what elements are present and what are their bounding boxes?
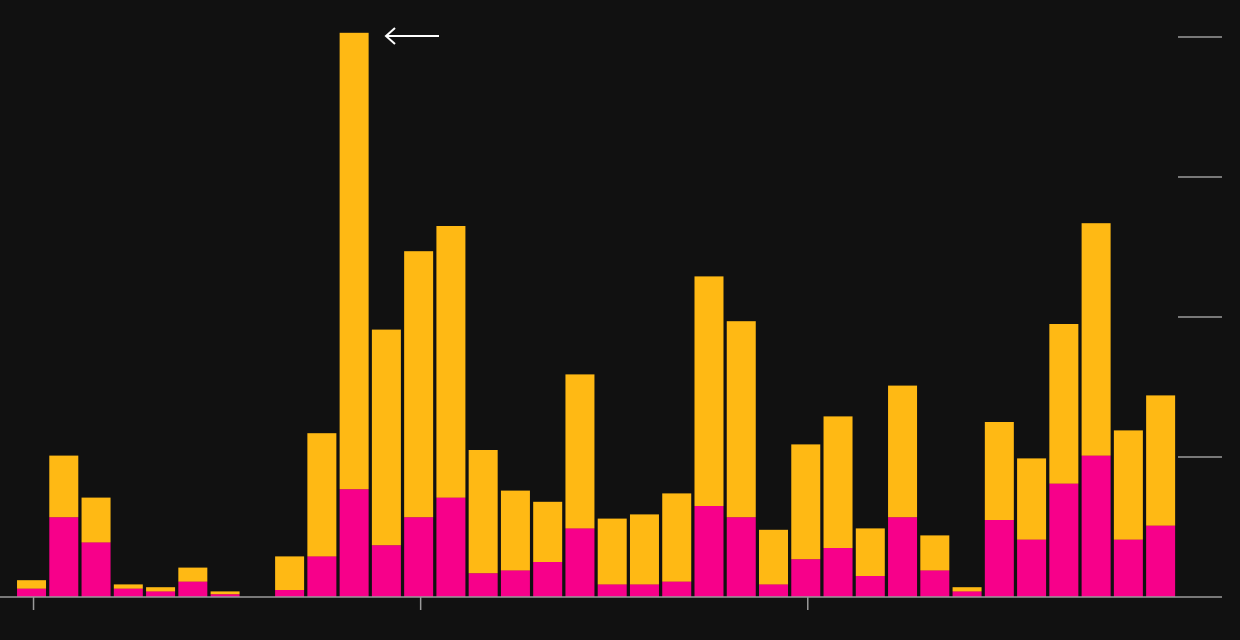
bar-segment: [694, 276, 724, 506]
bar-segment: [468, 450, 498, 574]
bar-segment: [952, 591, 982, 597]
bar-segment: [436, 497, 466, 597]
bar-segment: [1049, 324, 1079, 484]
bar-segment: [500, 490, 530, 571]
bar-segment: [210, 594, 240, 597]
bar-segment: [694, 506, 724, 597]
bar-segment: [662, 581, 692, 597]
bar-segment: [920, 570, 950, 597]
bar-segment: [1017, 458, 1047, 540]
bar-segment: [597, 584, 627, 597]
bar-segment: [146, 587, 176, 592]
bar-segment: [855, 528, 885, 576]
bar-segment: [339, 489, 369, 597]
bar-segment: [759, 584, 789, 597]
bar-segment: [275, 556, 305, 590]
bar-segment: [1017, 539, 1047, 597]
bar-segment: [726, 321, 756, 518]
bar-segment: [888, 385, 918, 518]
bar-segment: [984, 422, 1014, 520]
bar-segment: [1081, 455, 1111, 597]
bar-segment: [339, 32, 369, 490]
bar-segment: [1049, 483, 1079, 597]
bar-segment: [597, 518, 627, 585]
bar-segment: [984, 520, 1014, 597]
bar-segment: [1113, 539, 1143, 597]
bar-segment: [178, 581, 208, 597]
bar-segment: [629, 584, 659, 597]
bar-segment: [371, 545, 401, 597]
bar-segment: [1146, 525, 1176, 597]
bar-segment: [823, 548, 853, 597]
annotation-arrow: [384, 27, 439, 45]
bar-segment: [565, 374, 595, 529]
bar-segment: [920, 535, 950, 571]
bar-segment: [629, 514, 659, 585]
bar-segment: [500, 570, 530, 597]
bar-segment: [113, 584, 143, 589]
bar-segment: [1113, 430, 1143, 540]
bar-segment: [210, 591, 240, 595]
bar-segment: [726, 517, 756, 597]
bar-segment: [113, 588, 143, 597]
bar-segment: [855, 576, 885, 597]
bar-segment: [436, 226, 466, 498]
bar-segment: [759, 529, 789, 585]
bar-segment: [533, 562, 563, 597]
bar-segment: [17, 588, 47, 597]
bar-segment: [49, 455, 79, 518]
bar-segment: [81, 497, 111, 543]
bar-segment: [823, 416, 853, 548]
bar-segment: [81, 542, 111, 597]
bar-segment: [565, 528, 595, 597]
bar-segment: [888, 517, 918, 597]
bar-segment: [307, 556, 337, 597]
bar-segment: [533, 501, 563, 562]
bar-segment: [275, 590, 305, 597]
bar-segment: [371, 329, 401, 546]
bar-segment: [468, 573, 498, 597]
bar-segment: [49, 517, 79, 597]
bar-segment: [307, 433, 337, 557]
bar-segment: [404, 517, 434, 597]
bar-segment: [1081, 223, 1111, 456]
bar-segment: [178, 567, 208, 582]
bar-segment: [17, 580, 47, 589]
bar-segment: [146, 591, 176, 597]
bar-segment: [791, 444, 821, 560]
bar-segment: [662, 493, 692, 582]
bar-segment: [1146, 395, 1176, 526]
bar-segment: [404, 251, 434, 518]
bar-segment: [791, 559, 821, 597]
bar-segment: [952, 587, 982, 592]
